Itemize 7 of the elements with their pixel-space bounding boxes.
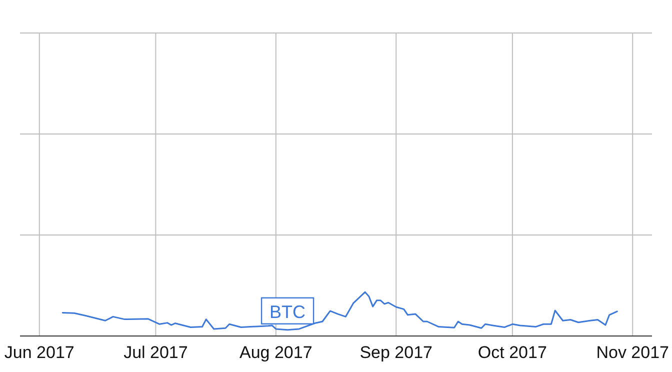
x-tick-label: Oct 2017 [478, 343, 547, 362]
x-tick-label: Nov 2017 [596, 343, 670, 362]
x-tick-label: Jun 2017 [4, 343, 74, 362]
series-label: BTC [270, 302, 306, 322]
x-tick-label: Sep 2017 [360, 343, 432, 362]
x-tick-label: Aug 2017 [240, 343, 312, 362]
x-tick-label: Jul 2017 [124, 343, 188, 362]
